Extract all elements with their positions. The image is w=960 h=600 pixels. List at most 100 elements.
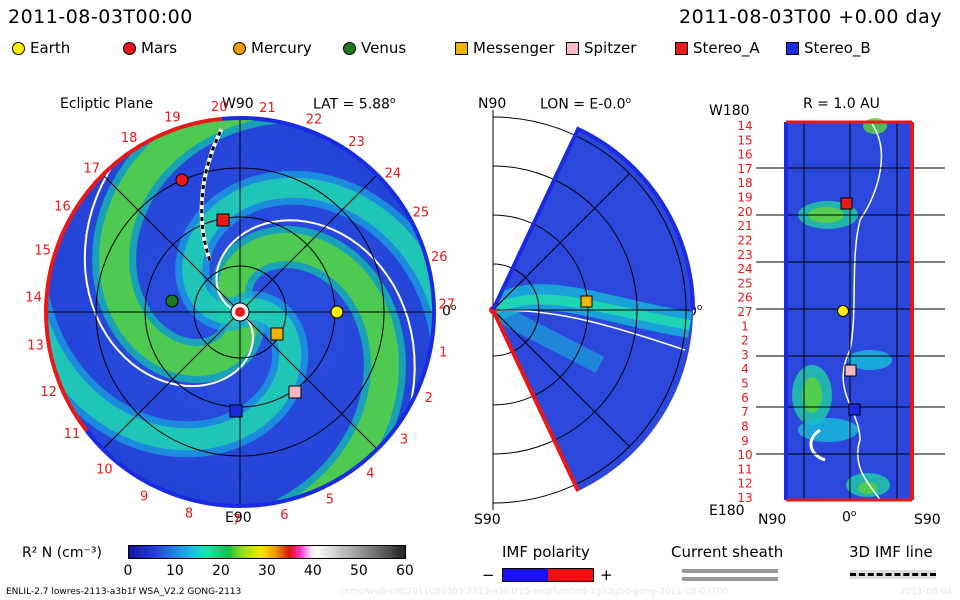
ecliptic-boundary-blue (85, 116, 436, 508)
rotation-number: 22 (306, 113, 323, 128)
imf-line (83, 119, 351, 388)
legend-swatch-earth (12, 41, 25, 55)
current-sheath-label: Current sheath (671, 543, 784, 561)
rotation-number: 3 (741, 348, 749, 362)
rotation-number: 9 (140, 489, 148, 504)
density-arm (99, 119, 433, 377)
rotation-number: 26 (737, 291, 752, 305)
imf-line-dash (850, 573, 936, 576)
mars-marker (175, 173, 189, 187)
legend-label: Stereo_B (804, 39, 871, 57)
colorbar-tick: 60 (396, 563, 414, 579)
rotation-number: 9 (741, 434, 749, 448)
spitzer-marker (288, 385, 302, 399)
rotation-number: 5 (741, 377, 749, 391)
meridional-plot (489, 110, 695, 510)
ecliptic-top-label: W90 (222, 96, 254, 112)
radial-x-mid: 0o (842, 509, 857, 526)
rotation-number: 18 (737, 176, 752, 190)
legend-item-mars: Mars (123, 39, 177, 57)
radial-title: R = 1.0 AU (803, 96, 880, 112)
rotation-number: 26 (431, 250, 448, 265)
density-arm (47, 119, 302, 451)
rotation-number: 27 (737, 305, 752, 319)
legend-item-stereo-a: Stereo_A (675, 39, 760, 57)
imf-polarity-label: IMF polarity (502, 543, 590, 561)
radial-plot: 1415161718192021222324252627123456789101… (737, 118, 945, 505)
rotation-number: 21 (737, 219, 752, 233)
imf-line (499, 309, 686, 351)
rotation-number: 27 (439, 297, 456, 312)
rotation-number: 8 (185, 507, 193, 522)
rotation-number: 21 (259, 101, 276, 116)
rotation-number: 19 (164, 110, 181, 125)
meridional-edge-red (491, 309, 580, 492)
legend-swatch-messenger (455, 41, 468, 55)
footer-model-info: ENLIL-2.7 lowres-2113-a3b1f WSA_V2.2 GON… (6, 587, 242, 597)
rotation-number: 3 (400, 432, 408, 447)
legend-label: Spitzer (584, 39, 637, 57)
rotation-number: 18 (121, 131, 138, 146)
density-streak-core (493, 294, 691, 330)
rotation-number: 22 (737, 233, 752, 247)
density-blob (863, 118, 887, 134)
rotation-number: 24 (385, 166, 402, 181)
rotation-number: 7 (232, 513, 240, 528)
legend-swatch-mercury (233, 41, 246, 55)
rotation-number: 5 (326, 492, 334, 507)
rotation-number: 16 (54, 200, 71, 215)
radial-bottom-label: E180 (709, 503, 745, 519)
legend-label: Venus (361, 39, 407, 57)
colorbar-tick: 40 (304, 563, 322, 579)
density-blob (798, 418, 858, 442)
rotation-number: 14 (25, 291, 42, 306)
rotation-number: 24 (737, 262, 752, 276)
meridional-top-label: N90 (478, 96, 507, 112)
current-sheet (809, 428, 826, 462)
rotation-number: 10 (96, 462, 113, 477)
rotation-number: 4 (741, 362, 749, 376)
rotation-number: 14 (737, 119, 752, 133)
colorbar-tick: 0 (123, 563, 133, 579)
density-arm (182, 177, 433, 505)
grid-diagonal (492, 173, 630, 311)
footer-date-stamp: 2011-08-04 (900, 587, 953, 597)
imf-line-label: 3D IMF line (849, 543, 933, 561)
rotation-number: 25 (413, 205, 430, 220)
imf-polarity-bar (502, 568, 594, 582)
colorbar-tick: 50 (350, 563, 368, 579)
rotation-number: 12 (737, 477, 752, 491)
legend-item-venus: Venus (343, 39, 406, 57)
rotation-number: 23 (737, 248, 752, 262)
colorbar-tick: 20 (212, 563, 230, 579)
stereo-b-marker (229, 404, 243, 418)
colorbar-label: R² N (cm⁻³) (22, 545, 102, 561)
rotation-number: 6 (280, 508, 288, 523)
density-blob (848, 350, 892, 370)
venus-marker (165, 294, 179, 308)
spitzer-marker-radial (844, 364, 857, 377)
rotation-number: 6 (741, 391, 749, 405)
colorbar-tick: 10 (166, 563, 184, 579)
rotation-number: 23 (348, 135, 365, 150)
imf-negative-swatch (503, 569, 548, 581)
density-blob (802, 377, 822, 413)
earth-marker (330, 305, 344, 319)
earth-marker-radial (837, 305, 849, 317)
legend-swatch-spitzer (566, 41, 579, 55)
footer-run-info: ccmc/wsib-cld/2011080303.2113-a3b1f15-mc… (340, 587, 729, 597)
rotation-number: 20 (737, 205, 752, 219)
rotation-number: 1 (439, 345, 447, 360)
legend-swatch-stereo-a (675, 41, 688, 55)
ecliptic-bottom-label: E90 (225, 510, 252, 526)
ecliptic-lat-label: LAT = 5.88o (313, 96, 396, 113)
imf-minus: − (482, 566, 495, 584)
meridional-lon-label: LON = E-0.0o (540, 96, 632, 113)
legend-label: Messenger (473, 39, 555, 57)
rotation-number: 19 (737, 191, 752, 205)
density-streak (498, 307, 605, 373)
sun-icon (235, 307, 245, 317)
meridional-edge-blue (491, 126, 695, 311)
stereo-b-marker-radial (848, 403, 861, 416)
rotation-number: 12 (40, 385, 57, 400)
